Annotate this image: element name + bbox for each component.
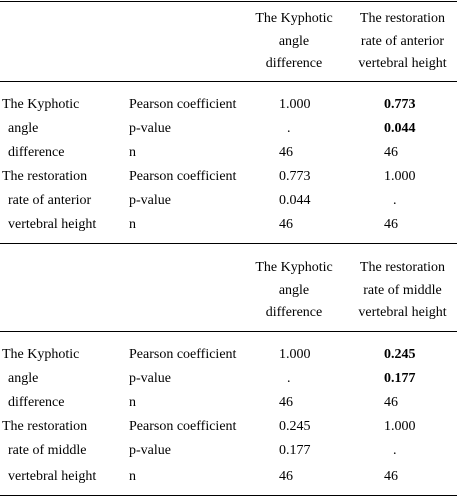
cell-value: 1.000 (279, 97, 311, 112)
row-label: rate of anterior (8, 193, 92, 208)
header-line: difference (265, 305, 323, 320)
cell-value: 46 (384, 145, 398, 160)
panel-2-col1-header: The Kyphotic angle difference (246, 257, 342, 325)
stat-label: n (129, 145, 136, 160)
row-label: The restoration (2, 169, 88, 184)
cell-value: 46 (384, 217, 398, 232)
cell-value-significant: 0.177 (384, 371, 416, 386)
cell-value: 46 (279, 395, 293, 410)
panel-1-header-rule (0, 81, 457, 82)
stat-label: n (129, 395, 136, 410)
cell-value: . (287, 121, 291, 136)
panel-1-col2-header: The restoration rate of anterior vertebr… (348, 8, 457, 76)
header-line: rate of middle (363, 282, 442, 298)
cell-value: 46 (279, 217, 293, 232)
stat-label: p-value (129, 443, 171, 458)
cell-value: 1.000 (384, 169, 416, 184)
header-line: The restoration (359, 11, 446, 26)
stat-label: Pearson coefficient (129, 419, 237, 434)
cell-value-significant: 0.245 (384, 347, 416, 362)
row-label: angle (8, 371, 39, 386)
row-label: difference (8, 145, 65, 160)
cell-value: 0.245 (279, 419, 311, 434)
panel-2-col2-header: The restoration rate of middle vertebral… (348, 257, 457, 325)
header-line: vertebral height (358, 305, 447, 320)
panel-1-col1-header: The Kyphotic angle difference (246, 8, 342, 76)
stat-label: Pearson coefficient (129, 169, 237, 184)
header-line: The Kyphotic (255, 11, 333, 26)
stat-label: Pearson coefficient (129, 347, 237, 362)
row-label: vertebral height (8, 469, 97, 484)
cell-value: 46 (279, 469, 293, 484)
cell-value: 0.044 (279, 193, 311, 208)
cell-value: 1.000 (279, 347, 311, 362)
stat-label: Pearson coefficient (129, 97, 237, 112)
cell-value-significant: 0.773 (384, 97, 416, 112)
cell-value: . (393, 443, 397, 458)
header-line: rate of anterior (360, 33, 445, 49)
cell-value: 46 (384, 469, 398, 484)
cell-value: 46 (384, 395, 398, 410)
header-line: angle (278, 282, 310, 298)
row-label: angle (8, 121, 39, 136)
header-line: vertebral height (358, 56, 447, 71)
stat-label: p-value (129, 371, 171, 386)
row-label: The Kyphotic (2, 97, 80, 112)
table-bottom-rule (0, 495, 457, 496)
row-label: difference (8, 395, 65, 410)
stat-label: p-value (129, 121, 171, 136)
row-label: vertebral height (8, 217, 97, 232)
stat-label: p-value (129, 193, 171, 208)
header-line: The restoration (359, 260, 446, 275)
stat-label: n (129, 469, 136, 484)
panel-2-header-rule (0, 331, 457, 332)
row-label: rate of middle (8, 443, 87, 458)
cell-value: 0.773 (279, 169, 311, 184)
cell-value: 0.177 (279, 443, 311, 458)
stat-label: n (129, 217, 136, 232)
panel-separator-rule (0, 243, 457, 244)
header-line: The Kyphotic (255, 260, 333, 275)
table-top-rule (0, 1, 457, 2)
cell-value-significant: 0.044 (384, 121, 416, 136)
row-label: The Kyphotic (2, 347, 80, 362)
cell-value: . (287, 371, 291, 386)
header-line: difference (265, 56, 323, 71)
cell-value: . (393, 193, 397, 208)
header-line: angle (278, 33, 310, 49)
row-label: The restoration (2, 419, 88, 434)
cell-value: 46 (279, 145, 293, 160)
cell-value: 1.000 (384, 419, 416, 434)
